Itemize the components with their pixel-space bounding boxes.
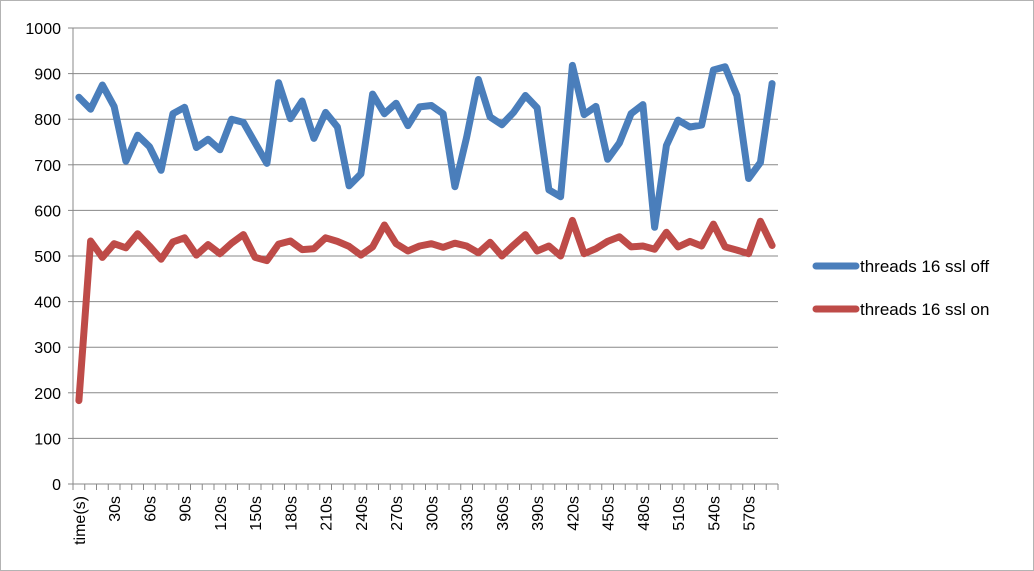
x-tick-label-540s: 540s <box>706 496 723 531</box>
y-tick-label-200: 200 <box>34 386 61 403</box>
x-tick-label-450s: 450s <box>601 496 618 531</box>
x-tick-label-90s: 90s <box>178 496 195 522</box>
x-tick-label-390s: 390s <box>530 496 547 531</box>
x-tick-label-570s: 570s <box>742 496 759 531</box>
y-tick-label-400: 400 <box>34 295 61 312</box>
x-tick-label-time(s): time(s) <box>72 496 89 545</box>
x-tick-label-240s: 240s <box>354 496 371 531</box>
y-tick-label-900: 900 <box>34 67 61 84</box>
x-tick-label-330s: 330s <box>460 496 477 531</box>
x-tick-label-180s: 180s <box>283 496 300 531</box>
series-line-ssl-on <box>75 216 776 405</box>
series-line-ssl-off <box>75 61 776 231</box>
y-tick-label-1000: 1000 <box>25 21 61 38</box>
axes <box>68 27 779 490</box>
x-tick-label-30s: 30s <box>107 496 124 522</box>
x-tick-label-480s: 480s <box>636 496 653 531</box>
x-tick-label-420s: 420s <box>565 496 582 531</box>
x-tick-label-300s: 300s <box>424 496 441 531</box>
series-lines <box>75 61 776 405</box>
y-tick-label-600: 600 <box>34 203 61 220</box>
x-tick-label-150s: 150s <box>248 496 265 531</box>
x-tick-label-120s: 120s <box>213 496 230 531</box>
y-tick-label-100: 100 <box>34 431 61 448</box>
legend-label-ssl-on: threads 16 ssl on <box>860 300 989 319</box>
gridlines <box>73 27 778 439</box>
y-tick-label-500: 500 <box>34 249 61 266</box>
x-tick-label-270s: 270s <box>389 496 406 531</box>
legend: threads 16 ssl off threads 16 ssl on <box>812 257 989 319</box>
x-tick-label-360s: 360s <box>495 496 512 531</box>
x-tick-labels: time(s) 30s 60s 90s 120s 150s 180s 210s 240s 270s… <box>72 496 759 545</box>
y-tick-label-0: 0 <box>52 477 61 494</box>
y-tick-label-800: 800 <box>34 112 61 129</box>
x-tick-label-210s: 210s <box>319 496 336 531</box>
x-tick-label-510s: 510s <box>671 496 688 531</box>
y-tick-labels: 0 100 200 300 400 500 600 700 800 900 1000 <box>25 21 61 494</box>
legend-label-ssl-off: threads 16 ssl off <box>860 257 989 276</box>
y-tick-label-700: 700 <box>34 158 61 175</box>
y-tick-label-300: 300 <box>34 340 61 357</box>
x-tick-label-60s: 60s <box>142 496 159 522</box>
